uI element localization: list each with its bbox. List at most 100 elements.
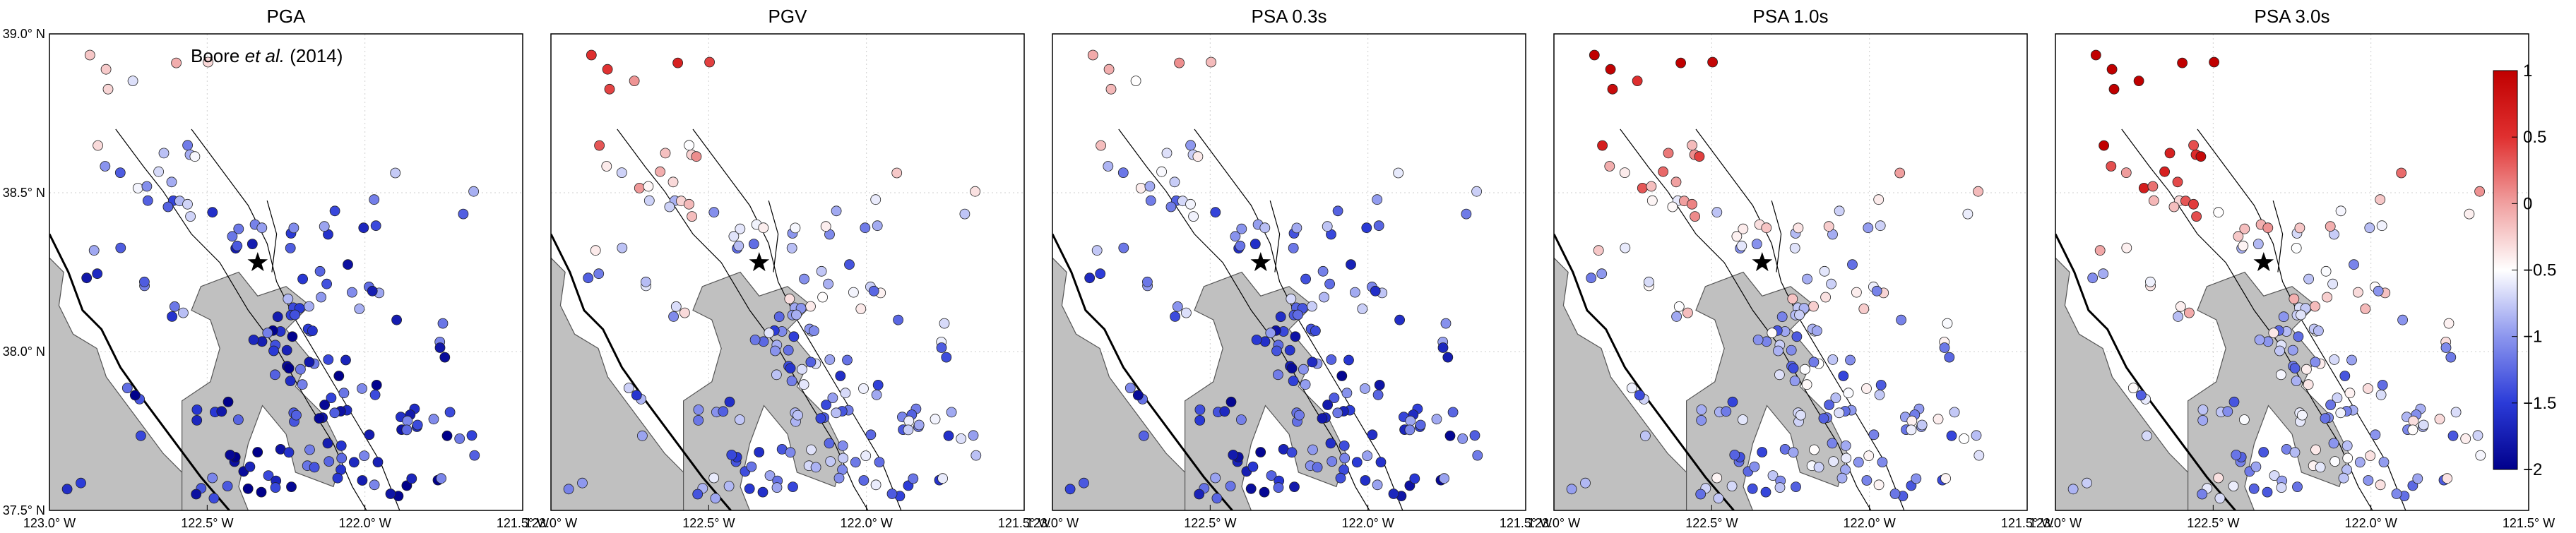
- station-marker: [1251, 334, 1262, 345]
- station-marker: [1786, 345, 1797, 356]
- station-marker: [2106, 64, 2118, 75]
- station-marker: [1726, 481, 1738, 491]
- station-marker: [1091, 245, 1103, 256]
- station-marker: [370, 220, 381, 232]
- station-marker: [1225, 396, 1237, 407]
- station-marker: [1141, 276, 1153, 287]
- station-marker: [1174, 57, 1185, 68]
- station-marker: [1290, 331, 1301, 342]
- station-marker: [855, 304, 867, 314]
- station-marker: [1298, 364, 1309, 375]
- station-marker: [454, 433, 465, 444]
- station-marker: [1351, 457, 1363, 468]
- x-tick-label: 123.0° W: [2029, 516, 2082, 530]
- station-marker: [1824, 400, 1835, 410]
- station-marker: [1444, 430, 1456, 441]
- station-marker: [1194, 405, 1206, 415]
- station-marker: [1843, 388, 1854, 399]
- station-marker: [2177, 57, 2188, 68]
- station-marker: [1324, 278, 1336, 289]
- station-marker: [2209, 56, 2220, 68]
- station-marker: [1457, 433, 1468, 444]
- station-marker: [2329, 456, 2341, 467]
- station-marker: [631, 390, 642, 401]
- station-marker: [169, 301, 180, 312]
- station-marker: [207, 472, 218, 484]
- station-marker: [1310, 325, 1321, 337]
- station-marker: [191, 405, 203, 415]
- station-marker: [872, 220, 883, 232]
- station-marker: [1259, 222, 1271, 234]
- x-tick-label: 122.5° W: [181, 516, 233, 530]
- station-marker: [1675, 57, 1687, 68]
- station-marker: [749, 334, 761, 345]
- colorbar: 10.50−0.5−1−1.5−2ln residual: [2493, 61, 2556, 479]
- station-marker: [2434, 414, 2445, 425]
- station-marker: [838, 453, 849, 464]
- station-marker: [798, 379, 809, 390]
- station-marker: [590, 245, 601, 256]
- station-marker: [791, 309, 802, 321]
- station-marker: [2301, 364, 2312, 375]
- station-marker: [272, 311, 283, 323]
- station-marker: [1286, 447, 1298, 458]
- station-marker: [758, 222, 769, 234]
- station-marker: [664, 201, 675, 212]
- station-marker: [1361, 222, 1372, 234]
- station-marker: [913, 419, 925, 431]
- station-marker: [182, 140, 194, 151]
- station-marker: [138, 276, 150, 287]
- station-marker: [1877, 457, 1888, 467]
- x-tick-label: 122.0° W: [2345, 516, 2397, 530]
- station-marker: [1300, 273, 1312, 285]
- station-marker: [718, 406, 729, 417]
- colorbar-tick-label: −1: [2523, 328, 2542, 347]
- station-marker: [1973, 450, 1985, 461]
- station-marker: [326, 393, 337, 403]
- star-icon: [2253, 252, 2274, 272]
- station-marker: [2363, 383, 2373, 394]
- coastline: [1052, 233, 1233, 510]
- station-marker: [369, 389, 381, 400]
- station-marker: [84, 49, 95, 61]
- station-marker: [684, 198, 694, 210]
- colorbar-tick-label: −0.5: [2523, 261, 2556, 280]
- station-marker: [336, 441, 347, 451]
- station-marker: [1667, 201, 1678, 212]
- x-tick-label: 123.0° W: [1528, 516, 1580, 530]
- station-marker: [129, 390, 141, 401]
- x-tick-label: 122.5° W: [1184, 516, 1236, 530]
- station-marker: [1586, 273, 1597, 284]
- station-marker: [2248, 483, 2260, 494]
- station-marker: [1889, 489, 1901, 499]
- station-marker: [115, 242, 126, 253]
- station-marker: [290, 309, 300, 321]
- station-marker: [1194, 415, 1206, 426]
- station-marker: [1607, 83, 1618, 95]
- station-marker: [2474, 186, 2485, 197]
- station-marker: [733, 240, 744, 251]
- station-marker: [1161, 148, 1173, 159]
- x-tick-label: 123.0° W: [1026, 516, 1079, 530]
- station-marker: [1737, 414, 1748, 425]
- map-panel: PGV 123.0° W 122.5° W 122.0° W 121.5° W: [525, 6, 1050, 530]
- station-marker: [2135, 390, 2147, 401]
- station-marker: [340, 354, 351, 366]
- station-marker: [1349, 287, 1360, 298]
- station-marker: [1727, 396, 1738, 407]
- station-marker: [2346, 354, 2357, 366]
- station-marker: [1471, 186, 1482, 197]
- station-marker: [1275, 311, 1286, 323]
- station-marker: [2315, 462, 2326, 473]
- station-marker: [81, 273, 93, 284]
- station-marker: [1165, 201, 1177, 212]
- station-marker: [2320, 413, 2331, 424]
- station-marker: [2141, 430, 2152, 441]
- station-marker: [2289, 447, 2301, 458]
- land-area: [683, 271, 845, 510]
- station-marker: [870, 194, 882, 205]
- station-marker: [893, 314, 904, 325]
- station-marker: [2325, 400, 2337, 410]
- station-marker: [369, 479, 380, 491]
- station-marker: [2197, 415, 2209, 426]
